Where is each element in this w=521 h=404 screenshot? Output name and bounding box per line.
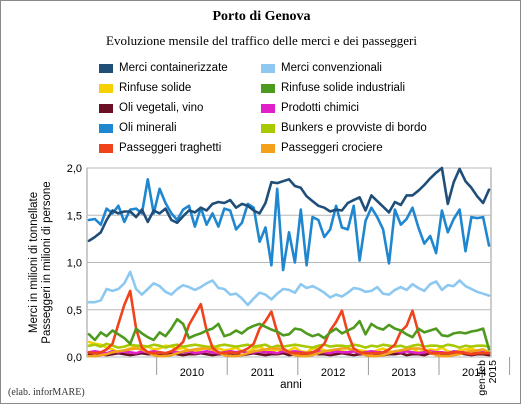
series-line-rinfuse-solide-industriali <box>87 317 491 351</box>
legend-label: Oli vegetali, vino <box>119 102 204 114</box>
chart-title: Porto di Genova <box>212 9 311 24</box>
legend-swatch <box>99 104 113 113</box>
legend-label: Bunkers e provviste di bordo <box>281 122 427 134</box>
legend-swatch <box>261 84 275 93</box>
legend-label: Passeggeri traghetti <box>119 142 222 154</box>
legend-swatch <box>261 64 275 73</box>
chart-subtitle: Evoluzione mensile del traffico delle me… <box>106 33 417 48</box>
x-tick-label: 2010 <box>180 367 204 379</box>
series-line-merci-containerizzate <box>87 166 491 243</box>
y-tick-label: 1,0 <box>67 258 82 270</box>
y-tick-label: 2,0 <box>67 163 82 175</box>
x-tick-label-last: gen-feb2015 <box>476 360 499 396</box>
x-tick-label: 2011 <box>251 367 275 379</box>
legend-swatch <box>261 144 275 153</box>
x-tick-label: 2012 <box>321 367 345 379</box>
legend-label: Merci containerizzate <box>119 62 228 74</box>
x-tick-label: 2013 <box>391 367 415 379</box>
legend-swatch <box>99 64 113 73</box>
legend-swatch <box>99 124 113 133</box>
credit-note: (elab. inforMARE) <box>8 387 85 398</box>
legend-label: Prodotti chimici <box>281 102 359 114</box>
series-line-oli-minerali <box>87 178 491 272</box>
legend-label: Merci convenzionali <box>281 62 382 74</box>
series-line-passeggeri-traghetti <box>87 289 491 356</box>
series-line-merci-convenzionali <box>87 270 491 307</box>
legend-swatch <box>261 124 275 133</box>
legend-label: Rinfuse solide industriali <box>281 82 406 94</box>
legend-swatch <box>99 84 113 93</box>
legend-label: Passeggeri crociere <box>281 142 383 154</box>
y-axis-label: Merci in milioni di tonnellatePasseggeri… <box>28 181 53 343</box>
legend-label: Rinfuse solide <box>119 82 192 94</box>
x-tick-label: 2014 <box>462 367 486 379</box>
y-tick-label: 0,5 <box>67 305 82 317</box>
x-axis-label: anni <box>280 379 302 391</box>
y-tick-label: 0,0 <box>67 352 82 364</box>
y-tick-label: 1,5 <box>67 210 82 222</box>
legend-label: Oli minerali <box>119 122 177 134</box>
legend-swatch <box>261 104 275 113</box>
legend-swatch <box>99 144 113 153</box>
